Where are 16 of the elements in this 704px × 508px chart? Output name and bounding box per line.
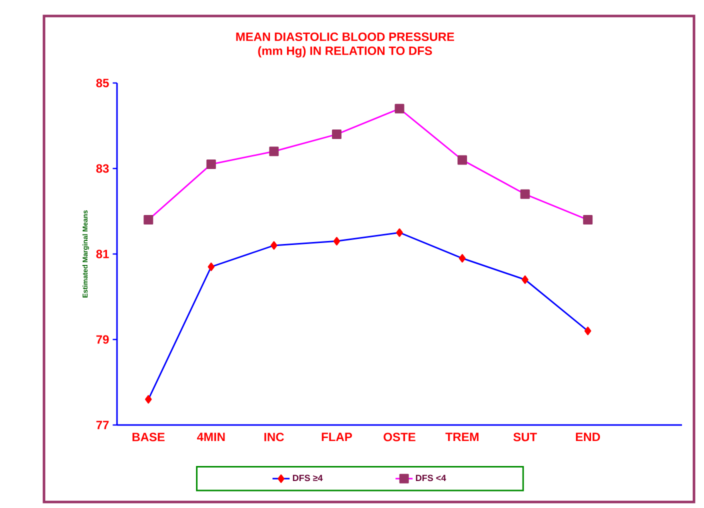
x-tick-label: END	[576, 432, 600, 442]
y-tick-label: 81	[96, 250, 109, 258]
y-tick-label: 79	[96, 335, 109, 344]
x-tick-label: OSTE	[384, 432, 416, 442]
chart-title: MEAN DIASTOLIC BLOOD PRESSURE (mm Hg) IN RELATION TO DFS	[236, 32, 454, 58]
x-tick-label: INC	[264, 432, 284, 442]
y-tick-label: 85	[96, 78, 109, 88]
y-tick-label: 77	[96, 420, 109, 430]
x-tick-label: FLAP	[322, 432, 352, 442]
x-tick-label: SUT	[513, 432, 537, 442]
legend-label: DFS <4	[416, 474, 446, 482]
y-tick-label: 83	[96, 164, 109, 173]
x-tick-label: TREM	[445, 432, 478, 442]
legend-label: DFS ≥4	[292, 474, 323, 482]
x-tick-label: 4MIN	[197, 432, 225, 442]
x-tick-label: BASE	[132, 432, 165, 442]
